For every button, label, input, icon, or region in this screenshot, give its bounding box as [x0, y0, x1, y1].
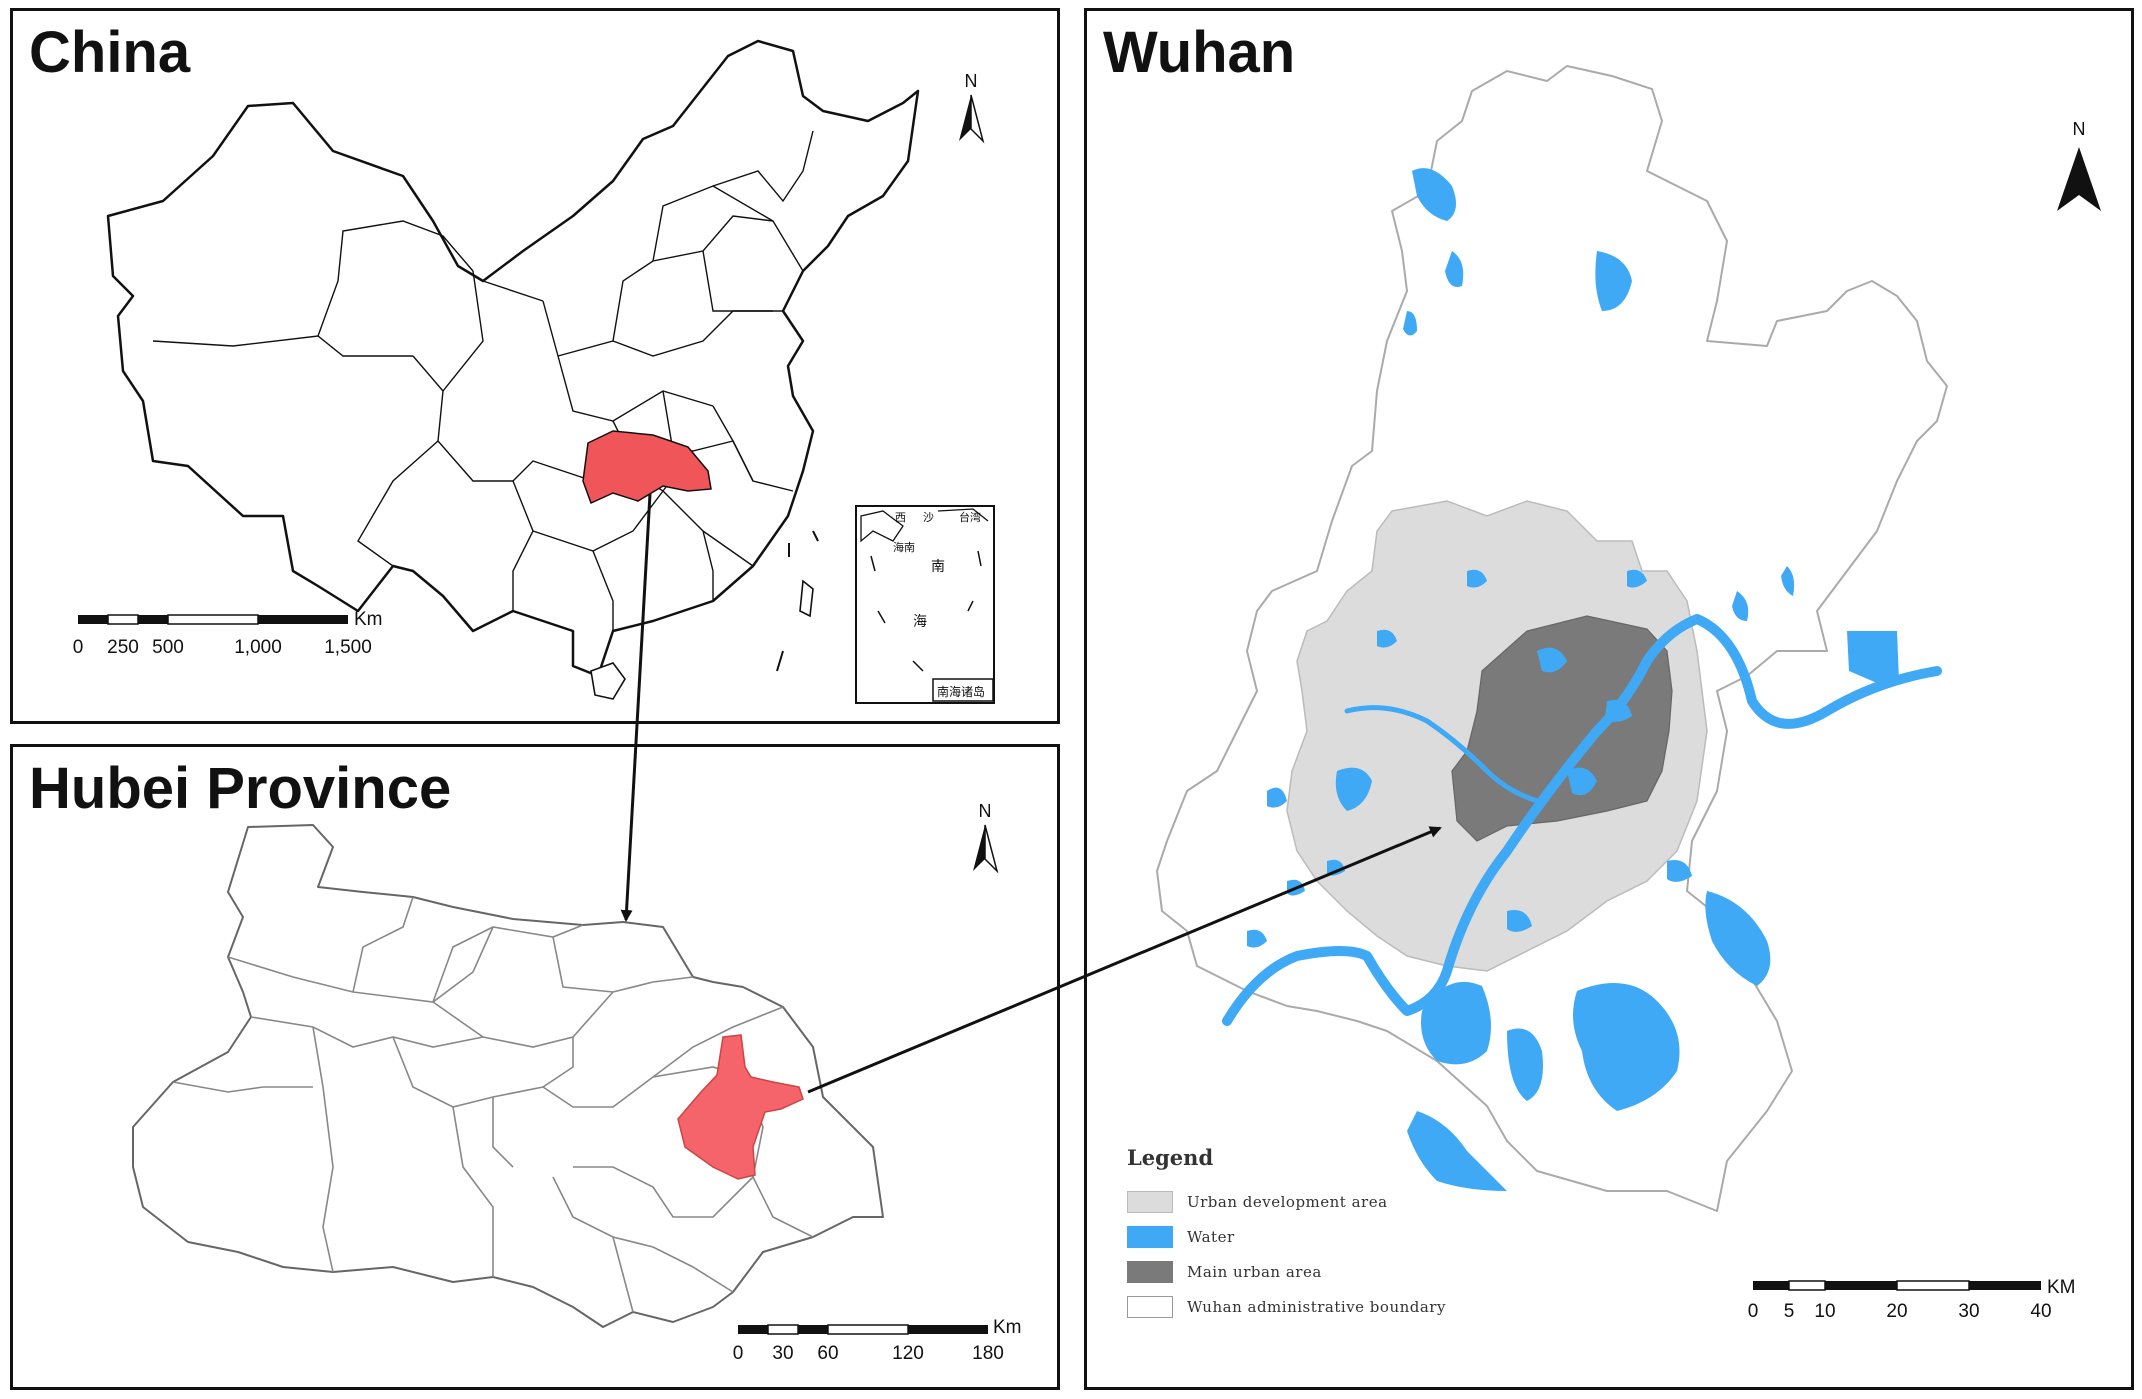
legend-title: Legend [1127, 1145, 1214, 1170]
north-arrow-wuhan: N [2057, 119, 2101, 211]
legend-label: Water [1187, 1227, 1235, 1246]
legend-label: Wuhan administrative boundary [1187, 1297, 1446, 1316]
svg-text:20: 20 [1886, 1301, 1907, 1322]
wuhan-panel-title: Wuhan [1103, 20, 1296, 85]
water-bodies [1247, 168, 1899, 1191]
inset-label-hai: 海 [913, 614, 927, 630]
scale-bar-hubei: Km 0 30 60 120 180 [733, 1317, 1022, 1364]
svg-text:Km: Km [354, 609, 383, 630]
svg-text:5: 5 [1784, 1301, 1795, 1322]
scale-bar-china: Km 0 250 500 1,000 1,500 [73, 609, 383, 658]
svg-text:1,000: 1,000 [234, 637, 282, 658]
legend-item-water: Water [1127, 1219, 1446, 1254]
hubei-outline [132, 824, 884, 1328]
svg-text:KM: KM [2047, 1277, 2076, 1298]
hubei-prefecture-boundaries [172, 896, 814, 1313]
north-arrow-china: N [959, 71, 985, 144]
svg-text:500: 500 [152, 637, 184, 658]
hubei-panel-title: Hubei Province [29, 756, 452, 821]
inset-label-nan: 南 [931, 559, 945, 575]
svg-text:0: 0 [1748, 1301, 1759, 1322]
taiwan-island [799, 579, 814, 618]
swatch-water [1127, 1225, 1173, 1248]
inset-label-sha: 沙 [923, 511, 934, 524]
han-river [1344, 705, 1540, 804]
legend-item-urban-development: Urban development area [1127, 1184, 1446, 1219]
svg-text:250: 250 [107, 637, 139, 658]
china-map: 西 沙 台湾 海南 南 海 南海诸岛 N Km 0 250 500 1,000 [73, 39, 995, 704]
svg-text:N: N [965, 71, 978, 91]
legend-label: Urban development area [1187, 1192, 1388, 1211]
scale-bar-wuhan: KM 0 5 10 20 30 40 [1748, 1277, 2076, 1322]
svg-text:1,500: 1,500 [324, 637, 372, 658]
inset-label-xi: 西 [895, 511, 906, 524]
svg-text:60: 60 [817, 1343, 838, 1364]
south-china-sea-inset: 西 沙 台湾 海南 南 海 南海诸岛 [855, 505, 995, 704]
wuhan-map-panel: Wuhan [1084, 8, 2134, 1390]
north-arrow-hubei: N [973, 801, 999, 874]
svg-text:10: 10 [1814, 1301, 1835, 1322]
legend-item-admin-boundary: Wuhan administrative boundary [1127, 1289, 1446, 1324]
svg-text:30: 30 [772, 1343, 793, 1364]
svg-text:120: 120 [892, 1343, 924, 1364]
hubei-map-panel: Hubei Province N [10, 744, 1060, 1390]
svg-text:0: 0 [73, 637, 84, 658]
swatch-admin-boundary [1127, 1295, 1173, 1318]
swatch-main-urban [1127, 1260, 1173, 1283]
inset-caption: 南海诸岛 [937, 684, 985, 699]
inset-label-taiwan: 台湾 [959, 510, 981, 524]
hubei-map: N Km 0 30 60 120 180 [132, 801, 1022, 1364]
svg-text:N: N [2073, 119, 2086, 139]
inset-label-hainan: 海南 [893, 540, 915, 554]
svg-text:Km: Km [993, 1317, 1022, 1338]
map-legend: Legend Urban development area Water Main… [1127, 1145, 1446, 1324]
svg-text:180: 180 [972, 1343, 1004, 1364]
svg-text:40: 40 [2030, 1301, 2051, 1322]
china-map-panel: China [10, 8, 1060, 724]
hainan-island [590, 662, 626, 700]
svg-text:30: 30 [1958, 1301, 1979, 1322]
hubei-highlight [582, 430, 712, 505]
china-outline [106, 39, 920, 678]
wuhan-highlight-hubei [677, 1034, 804, 1180]
swatch-urban-development [1127, 1190, 1173, 1213]
island-dashes [776, 530, 819, 672]
svg-text:0: 0 [733, 1343, 744, 1364]
legend-item-main-urban: Main urban area [1127, 1254, 1446, 1289]
svg-text:N: N [979, 801, 992, 821]
legend-label: Main urban area [1187, 1262, 1322, 1281]
china-panel-title: China [29, 20, 191, 85]
